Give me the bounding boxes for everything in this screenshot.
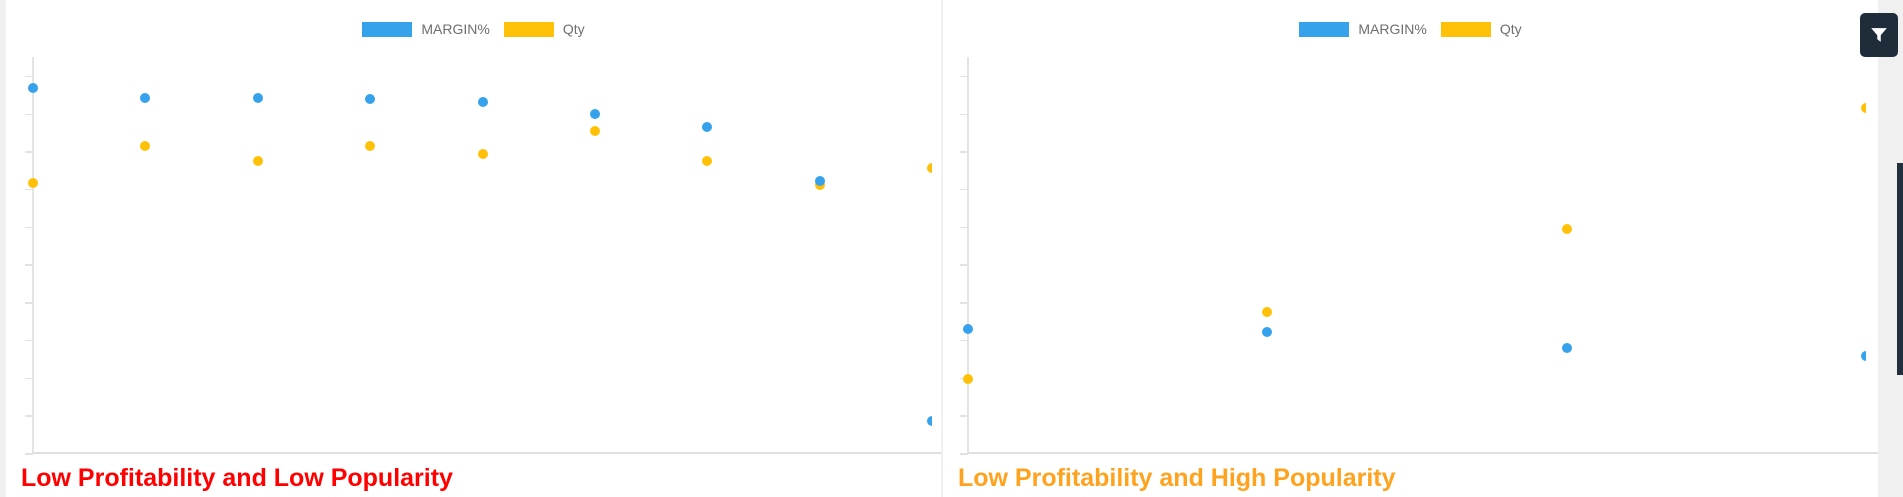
data-point-qty[interactable] [1861,102,1866,113]
chart-legend: MARGIN% Qty [943,22,1878,37]
data-point-margin[interactable] [1861,351,1866,362]
legend-label-qty: Qty [1499,21,1522,37]
chart-card-low-profit-high-popularity: MARGIN% Qty Low Profitability and High P… [943,0,1878,497]
x-axis-line [33,452,941,454]
data-point-margin[interactable] [477,96,488,107]
y-axis-tick [960,264,968,266]
y-axis-tick [960,113,968,116]
legend-label-qty: Qty [562,21,585,37]
y-axis-tick [25,377,33,380]
data-point-qty[interactable] [1262,306,1273,317]
legend-swatch-margin [1299,22,1350,37]
legend-swatch-margin [362,22,413,37]
legend-swatch-qty [503,22,554,37]
legend-item-margin[interactable]: MARGIN% [1299,21,1427,37]
funnel-filter-icon [1868,24,1890,46]
y-axis-line [32,57,34,453]
legend-label-margin: MARGIN% [1358,21,1427,37]
y-axis-line [967,57,969,453]
data-point-qty[interactable] [140,141,151,151]
y-axis-tick [960,339,968,342]
data-point-margin[interactable] [702,121,713,132]
data-point-margin[interactable] [252,92,263,103]
data-point-margin[interactable] [589,108,600,119]
data-points-layer [28,57,932,453]
y-axis-tick [25,339,33,342]
y-axis-tick [960,226,968,229]
data-point-margin[interactable] [814,176,825,187]
data-point-margin[interactable] [963,323,973,334]
data-point-qty[interactable] [702,155,713,166]
data-point-margin[interactable] [28,82,38,93]
y-axis-tick [25,151,33,153]
y-axis-tick [960,151,968,153]
data-point-qty[interactable] [1561,223,1572,234]
filter-button[interactable] [1860,13,1898,57]
y-axis-tick [25,75,33,78]
y-axis-tick [25,226,33,229]
data-point-margin[interactable] [1561,342,1572,353]
legend-item-qty[interactable]: Qty [503,21,585,37]
data-point-qty[interactable] [477,148,488,159]
y-axis-tick [25,453,33,455]
vertical-scrollbar-thumb[interactable] [1897,163,1903,375]
legend-label-margin: MARGIN% [421,21,490,37]
data-point-margin[interactable] [365,93,376,104]
data-point-qty[interactable] [252,155,263,166]
legend-item-qty[interactable]: Qty [1440,21,1522,37]
chart-title-low-low: Low Profitability and Low Popularity [21,464,453,492]
y-axis-tick [25,113,33,116]
scatter-plot-low-low[interactable] [25,57,932,455]
y-axis-tick [25,415,33,417]
data-point-qty[interactable] [927,162,932,173]
y-axis-tick [960,75,968,78]
right-gutter [1878,0,1903,497]
scatter-plot-low-high[interactable] [960,57,1866,455]
y-axis-tick [960,415,968,417]
data-points-layer [963,57,1866,453]
data-point-margin[interactable] [1262,326,1273,337]
x-axis-line [968,452,1878,454]
data-point-qty[interactable] [365,141,376,151]
data-point-qty[interactable] [28,177,38,188]
y-axis-tick [25,188,33,191]
legend-swatch-qty [1440,22,1491,37]
data-point-qty[interactable] [963,374,973,385]
y-axis-tick [960,188,968,191]
chart-title-low-high: Low Profitability and High Popularity [958,464,1396,492]
chart-card-low-profit-low-popularity: MARGIN% Qty Low Profitability and Low Po… [6,0,941,497]
data-point-qty[interactable] [589,125,600,136]
data-point-margin[interactable] [140,92,151,103]
y-axis-tick [960,453,968,455]
y-axis-tick [960,302,968,304]
y-axis-tick [25,264,33,266]
legend-item-margin[interactable]: MARGIN% [362,21,490,37]
chart-legend: MARGIN% Qty [6,22,941,37]
data-point-margin[interactable] [927,415,932,426]
y-axis-tick [25,302,33,304]
